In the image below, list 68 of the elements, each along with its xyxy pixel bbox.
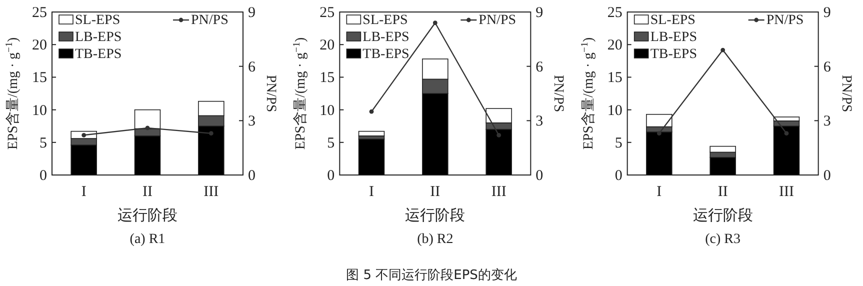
y-tick-label: 10: [32, 102, 47, 119]
point: [145, 126, 150, 130]
legend-label: SL-EPS: [75, 13, 120, 28]
y-tick-label: 20: [32, 38, 47, 54]
legend-label: SL-EPS: [362, 13, 408, 28]
x-tick-label: III: [204, 184, 219, 200]
y-tick-label: 10: [320, 102, 335, 119]
y-tick-label: 0: [40, 168, 47, 184]
y2-tick-label: 9: [536, 5, 544, 21]
legend-label: LB-EPS: [650, 30, 698, 45]
y-tick-label: 20: [320, 38, 335, 54]
x-tick-label: II: [718, 184, 728, 200]
y2-tick-label: 0: [823, 168, 831, 184]
point: [432, 20, 438, 26]
x-tick-label: II: [142, 184, 152, 200]
y2-tick-label: 9: [823, 5, 831, 21]
legend-label: PN/PS: [478, 13, 516, 28]
y2-tick-label: 6: [823, 59, 832, 76]
x-axis-title: 运行阶段: [118, 207, 178, 224]
y-tick-label: 0: [614, 168, 622, 184]
text: (c) R3: [705, 232, 741, 247]
y-tick-label: 10: [607, 102, 622, 119]
y-tick-label: 0: [327, 168, 335, 184]
y-tick-label: 5: [40, 135, 47, 152]
y2-tick-label: 3: [536, 114, 544, 130]
bar: [358, 130, 385, 136]
x-tick-label: III: [779, 184, 794, 200]
legend-label: LB-EPS: [75, 30, 122, 45]
y-tick-label: 5: [327, 135, 335, 152]
y2-tick-label: 3: [823, 114, 831, 130]
x-axis-title: 运行阶段: [405, 207, 466, 224]
legend-label: SL-EPS: [650, 13, 696, 28]
text: (b) R2: [417, 232, 454, 247]
y-tick-label: 25: [320, 5, 335, 21]
y2-tick-label: 6: [536, 59, 544, 76]
x-tick-label: I: [81, 184, 86, 200]
y-tick-label: 15: [607, 70, 622, 86]
y2-tick-label: 9: [248, 5, 256, 21]
legend-label: PN/PS: [766, 13, 804, 28]
legend-label: TB-EPS: [650, 47, 698, 62]
x-tick-label: I: [656, 184, 662, 200]
y2-tick-label: 3: [248, 114, 256, 130]
y2-tick-label: 6: [248, 59, 256, 76]
y-tick-label: 15: [320, 70, 335, 86]
y-tick-label: 20: [607, 38, 622, 54]
y-tick-label: 25: [607, 5, 622, 21]
text: (a) R1: [130, 232, 166, 247]
caption: 图 5 不同运行阶段EPS的变化: [346, 268, 517, 283]
y-tick-label: 15: [32, 70, 47, 86]
point: [496, 132, 502, 138]
x-tick-label: III: [491, 184, 506, 200]
x-tick-label: II: [430, 184, 440, 200]
y2-axis-title: PN/PS: [263, 74, 278, 112]
y2-tick-label: 0: [536, 168, 544, 184]
y-tick-label: 5: [614, 135, 622, 152]
point: [369, 109, 374, 114]
x-tick-label: I: [369, 184, 374, 200]
legend-label: TB-EPS: [362, 47, 410, 62]
point: [82, 132, 86, 138]
x-axis-title: 运行阶段: [692, 207, 753, 224]
y-tick-label: 25: [32, 5, 47, 21]
y2-axis-title: PN/PS: [838, 74, 854, 112]
point: [208, 131, 214, 136]
y2-axis-title: PN/PS: [550, 74, 566, 112]
y2-tick-label: 0: [248, 168, 256, 184]
legend-label: PN/PS: [191, 13, 228, 28]
legend-label: TB-EPS: [75, 47, 122, 62]
legend-label: LB-EPS: [362, 30, 410, 45]
